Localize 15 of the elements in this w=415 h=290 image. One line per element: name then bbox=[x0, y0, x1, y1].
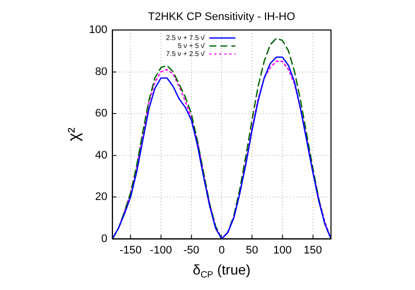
x-tick-label: 50 bbox=[246, 244, 258, 256]
x-tick-label: -50 bbox=[183, 244, 200, 256]
chart-title: T2HKK CP Sensitivity - IH-HO bbox=[148, 11, 296, 24]
x-tick-label: 0 bbox=[218, 244, 225, 256]
y-tick-label: 40 bbox=[95, 149, 108, 162]
y-tick-label: 80 bbox=[95, 66, 108, 78]
y-tick-label: 100 bbox=[88, 24, 108, 36]
y-tick-label: 0 bbox=[101, 232, 108, 245]
x-tick-label: 150 bbox=[304, 244, 322, 256]
y-tick-label: 60 bbox=[95, 108, 108, 120]
y-axis-title: χ² bbox=[66, 126, 83, 142]
x-tick-label: -150 bbox=[120, 244, 142, 256]
x-tick-label: -100 bbox=[150, 244, 172, 256]
y-tick-label: 20 bbox=[95, 191, 108, 204]
x-tick-label: 100 bbox=[273, 244, 292, 256]
